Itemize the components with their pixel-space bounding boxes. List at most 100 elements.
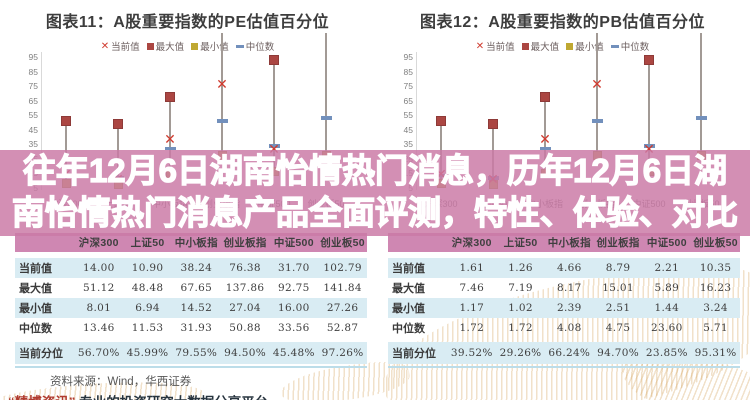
chart-legend: ✕ 当前值 最大值 最小值 中位数 [0, 39, 375, 53]
table-row: 当前值 1.61 1.26 4.66 8.79 2.21 10.35 [388, 258, 740, 278]
cell-value: 1.61 [459, 262, 485, 274]
banner-overlay: 往年12月6日湖南怡情热门消息，历年12月6日湖 南怡情热门消息产品全面评测，特… [0, 150, 750, 236]
current-value-marker: ✕ [591, 75, 603, 92]
y-axis-tick-label: 95 [403, 52, 413, 62]
cell-value: 95.31% [694, 347, 737, 359]
cell-value: 2.21 [654, 262, 680, 274]
cell-value: 16.23 [699, 282, 732, 294]
cell-value: 3.24 [703, 302, 728, 314]
cell-value: 11.53 [131, 322, 164, 334]
chart-legend: ✕ 当前值 最大值 最小值 中位数 [375, 39, 750, 53]
cell-value: 14.52 [180, 302, 213, 314]
row-label: 中位数 [19, 323, 52, 335]
legend-item: 最大值 [521, 39, 560, 53]
y-axis-tick-label: 55 [403, 110, 413, 120]
legend-label: 最大值 [530, 42, 560, 53]
cell-value: 45.48% [272, 347, 315, 359]
cell-value: 1.44 [654, 302, 680, 314]
legend-item: 最大值 [146, 39, 184, 53]
square-marker-icon [521, 42, 529, 50]
row-label: 最小值 [19, 303, 52, 315]
table-row: 中位数 13.46 11.53 31.93 50.88 33.56 52.87 [15, 318, 367, 338]
y-axis-tick-label: 35 [403, 139, 413, 149]
legend-label: 当前值 [486, 42, 515, 53]
hilo-range-line [169, 96, 171, 174]
y-axis-line [416, 52, 417, 190]
row-label: 最小值 [392, 303, 425, 315]
cell-value: 1.17 [459, 302, 485, 314]
legend-label: 中位数 [245, 42, 275, 53]
cell-value: 33.56 [278, 322, 310, 334]
footer-brand: “精博资讯” [8, 395, 76, 400]
square-marker-icon [566, 42, 574, 50]
y-axis-tick-label: 95 [28, 52, 38, 62]
table-column-header: 创业板50 [693, 237, 738, 249]
y-axis-tick-label: 35 [28, 139, 38, 149]
cell-value: 48.48 [131, 282, 164, 294]
table-column-header: 创业板指 [223, 237, 267, 249]
cell-value: 5.89 [654, 282, 680, 294]
cell-value: 8.79 [605, 262, 631, 274]
table-column-header: 中证500 [646, 237, 687, 249]
max-value-marker [488, 119, 498, 130]
cell-value: 76.38 [229, 262, 261, 274]
legend-item: ✕ 当前值 [101, 39, 140, 53]
legend-label: 当前值 [111, 42, 140, 53]
cell-value: 4.66 [557, 262, 582, 274]
table-row: 最小值 1.17 1.02 2.39 2.51 1.44 3.24 [388, 298, 740, 318]
cell-value: 94.50% [224, 347, 266, 359]
row-label: 中位数 [392, 323, 425, 335]
cell-value: 4.08 [557, 322, 582, 334]
cell-value: 66.24% [548, 347, 591, 359]
current-value-marker: ✕ [643, 140, 655, 157]
cell-value: 13.46 [82, 322, 115, 334]
cell-value: 45.99% [126, 347, 169, 359]
banner-text-line1: 往年12月6日湖南怡情热门消息，历年12月6日湖 [22, 151, 728, 189]
max-value-marker [113, 119, 123, 130]
table-header-row: 沪深300 上证50 中小板指 创业板指 中证500 创业板50 [388, 233, 740, 252]
cell-value: 29.26% [499, 347, 542, 359]
cell-value: 23.85% [645, 347, 688, 359]
legend-item: 中位数 [610, 39, 649, 53]
footer-tagline: 专业的投资研究大数据分享平台 [79, 395, 268, 400]
legend-item: 中位数 [235, 39, 275, 53]
table-column-header: 上证50 [130, 237, 165, 249]
table-column-header: 中证500 [273, 237, 314, 249]
y-axis-tick-label: 85 [403, 66, 413, 77]
y-axis-tick-label: 65 [28, 95, 38, 106]
dash-marker-icon [235, 44, 244, 48]
cell-value: 51.12 [82, 282, 115, 294]
table-body: 当前值 14.00 10.90 38.24 76.38 31.70 102.79 最大值 51.… [15, 258, 367, 368]
table-row: 最大值 51.12 48.48 67.65 137.86 92.75 141.84 [15, 278, 367, 298]
y-axis-line [41, 52, 42, 190]
table-row: 当前值 14.00 10.90 38.24 76.38 31.70 102.79 [15, 258, 367, 278]
hilo-range-line [221, 33, 223, 156]
median-marker [268, 144, 280, 148]
cell-value: 4.75 [605, 322, 631, 334]
hilo-range-line [700, 33, 702, 156]
cell-value: 97.26% [321, 347, 364, 359]
cell-value: 5.71 [703, 322, 728, 334]
current-value-marker-icon: ✕ [100, 40, 110, 52]
current-value-marker-icon: ✕ [475, 40, 485, 52]
cell-value: 31.93 [180, 322, 213, 334]
chart-title: 图表11：A股重要指数的PE估值百分位 [45, 14, 330, 31]
square-marker-icon [191, 42, 199, 50]
y-axis-tick-label: 85 [28, 66, 38, 77]
row-label: 当前值 [19, 263, 52, 275]
cell-value: 2.51 [605, 302, 631, 314]
table-column-header: 创业板指 [596, 237, 640, 249]
legend-label: 最小值 [200, 42, 229, 53]
table-pb-valuation: 沪深300 上证50 中小板指 创业板指 中证500 创业板50 当前值 1.61 1.26 4.… [388, 233, 740, 368]
y-axis-tick-label: 45 [403, 124, 413, 135]
legend-label: 最小值 [575, 42, 604, 53]
table-header-row: 沪深300 上证50 中小板指 创业板指 中证500 创业板50 [15, 233, 367, 252]
table-row: 当前分位 56.70% 45.99% 79.55% 94.50% 45.48% 97.26% [15, 342, 367, 364]
y-axis-tick-label: 65 [403, 95, 413, 106]
banner-text-line2: 南怡情热门消息产品全面评测，特性、体验、对比 [11, 193, 738, 231]
max-value-marker [436, 115, 446, 126]
max-value-marker [61, 115, 71, 126]
table-pe-valuation: 沪深300 上证50 中小板指 创业板指 中证500 创业板50 当前值 14.00 10.90… [15, 233, 367, 368]
table-column-header: 创业板50 [320, 237, 365, 249]
